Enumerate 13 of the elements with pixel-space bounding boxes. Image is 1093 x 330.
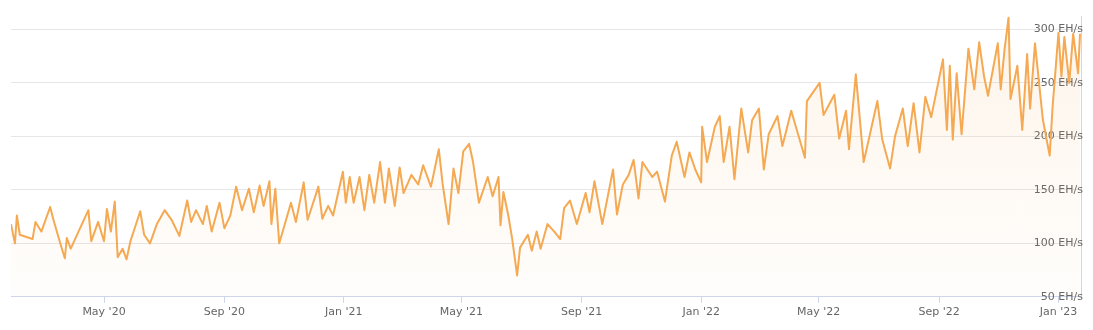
y-tick-label: 150 EH/s: [1033, 182, 1084, 196]
x-tick-label: May '20: [82, 305, 126, 319]
x-tick-label: Sep '20: [203, 305, 246, 319]
x-tick-label: Jan '23: [1038, 305, 1078, 319]
x-tick-label: Jan '21: [324, 305, 363, 319]
x-tick-label: Sep '21: [561, 305, 603, 319]
x-tick-label: Sep '22: [918, 305, 960, 319]
x-tick-label: May '21: [439, 305, 483, 319]
y-tick-label: 50 EH/s: [1040, 289, 1084, 303]
y-tick-label: 300 EH/s: [1033, 22, 1084, 36]
x-tick-label: Jan '22: [681, 305, 720, 319]
y-tick-label: 100 EH/s: [1033, 236, 1084, 250]
x-tick-label: May '22: [797, 305, 841, 319]
